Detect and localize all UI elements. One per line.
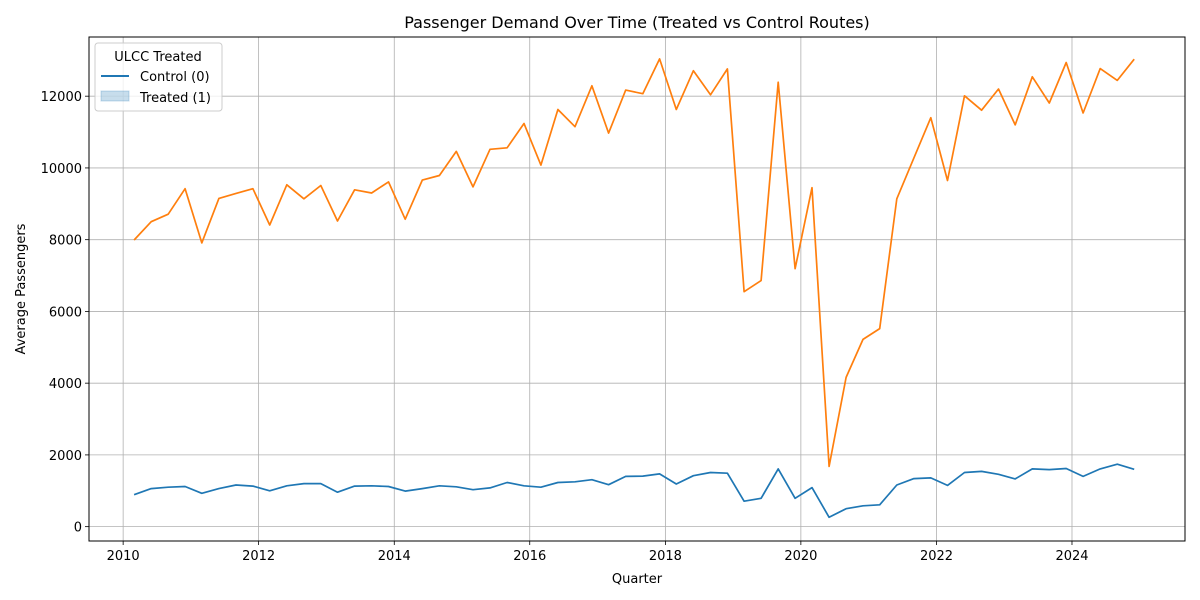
y-tick-label: 4000 xyxy=(49,377,82,392)
plot-frame xyxy=(88,36,1186,542)
x-tick-label: 2016 xyxy=(513,549,546,564)
y-tick-label: 12000 xyxy=(41,90,82,105)
legend-treated-label: Treated (1) xyxy=(139,91,211,106)
chart-title: Passenger Demand Over Time (Treated vs C… xyxy=(404,13,870,32)
x-axis: 2010 2012 2014 2016 2018 2020 2022 2024 xyxy=(107,541,1089,564)
x-tick-label: 2022 xyxy=(920,549,953,564)
legend-control-label: Control (0) xyxy=(140,70,210,85)
x-tick-label: 2012 xyxy=(242,549,275,564)
x-tick-label: 2024 xyxy=(1055,549,1088,564)
x-axis-title: Quarter xyxy=(612,572,663,587)
y-tick-label: 8000 xyxy=(49,234,82,249)
x-tick-label: 2020 xyxy=(784,549,817,564)
legend-treated-swatch xyxy=(100,90,130,102)
x-tick-label: 2010 xyxy=(107,549,140,564)
legend-title: ULCC Treated xyxy=(114,50,201,65)
x-tick-label: 2018 xyxy=(649,549,682,564)
legend-box xyxy=(94,42,223,112)
y-tick-label: 6000 xyxy=(49,305,82,320)
treated-series-line xyxy=(133,58,1135,468)
gridlines xyxy=(89,37,1185,541)
y-tick-label: 2000 xyxy=(49,449,82,464)
series-lines xyxy=(133,58,1135,519)
y-tick-label: 10000 xyxy=(41,162,82,177)
y-axis-title: Average Passengers xyxy=(14,223,29,354)
x-tick-label: 2014 xyxy=(378,549,411,564)
y-tick-label: 0 xyxy=(74,521,82,536)
y-axis: 0 2000 4000 6000 8000 10000 12000 xyxy=(41,90,89,536)
legend: ULCC Treated Control (0) Treated (1) xyxy=(94,42,223,112)
control-series-line xyxy=(133,463,1135,519)
